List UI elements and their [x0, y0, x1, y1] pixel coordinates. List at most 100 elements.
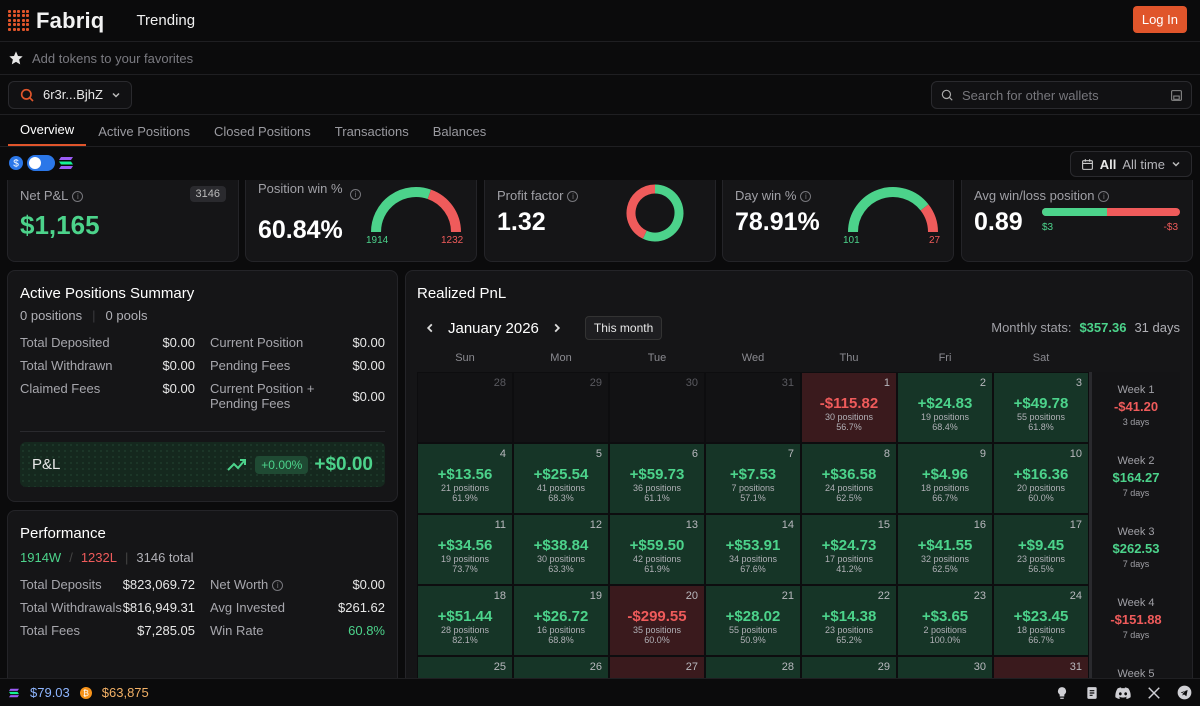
pending-fees-label: Pending Fees	[210, 358, 291, 373]
calendar-day[interactable]: 31	[705, 372, 801, 443]
day-winrate: 100.0%	[929, 635, 961, 645]
calendar-day[interactable]: 14 +$53.91 34 positions 67.6%	[705, 514, 801, 585]
calendar-day[interactable]: 20 -$299.55 35 positions 60.0%	[609, 585, 705, 656]
calendar-day[interactable]: 10 +$16.36 20 positions 60.0%	[993, 443, 1089, 514]
calendar-day[interactable]: 19 +$26.72 16 positions 68.8%	[513, 585, 609, 656]
total-deposits-label: Total Deposits	[20, 577, 102, 592]
save-icon[interactable]	[1170, 89, 1183, 102]
performance-card: Performance 1914W / 1232L | 3146 total T…	[7, 510, 398, 690]
tab-balances[interactable]: Balances	[432, 124, 487, 139]
perf-total: 3146 total	[136, 550, 194, 565]
day-winrate: 66.7%	[1028, 635, 1054, 645]
this-month-button[interactable]: This month	[584, 316, 663, 340]
calendar-day[interactable]: 3 +$49.78 55 positions 61.8%	[993, 372, 1089, 443]
calendar-day[interactable]: 18 +$51.44 28 positions 82.1%	[417, 585, 513, 656]
wallet-search-input[interactable]: Search for other wallets	[931, 81, 1192, 109]
calendar-day[interactable]: 30	[897, 656, 993, 678]
calendar-day[interactable]: 15 +$24.73 17 positions 41.2%	[801, 514, 897, 585]
day-number: 30	[973, 661, 986, 673]
calendar-day[interactable]: 17 +$9.45 23 positions 56.5%	[993, 514, 1089, 585]
next-month-icon[interactable]	[551, 322, 563, 334]
calendar-day[interactable]: 9 +$4.96 18 positions 66.7%	[897, 443, 993, 514]
poswin-label: Position win %	[258, 181, 343, 196]
x-twitter-icon[interactable]	[1147, 686, 1161, 700]
login-button[interactable]: Log In	[1132, 6, 1187, 33]
info-icon[interactable]: i	[272, 580, 284, 592]
discord-icon[interactable]	[1115, 686, 1131, 700]
time-range-select[interactable]: All All time	[1069, 151, 1192, 177]
daywin-label: Day win %	[735, 188, 797, 203]
day-pnl: +$4.96	[921, 466, 969, 483]
calendar-day[interactable]: 25	[417, 656, 513, 678]
calendar-day[interactable]: 13 +$59.50 42 positions 61.9%	[609, 514, 705, 585]
day-number: 29	[877, 661, 890, 673]
donut-loss-arc	[626, 184, 656, 239]
calendar-day[interactable]: 16 +$41.55 32 positions 62.5%	[897, 514, 993, 585]
calendar-day[interactable]: 24 +$23.45 18 positions 66.7%	[993, 585, 1089, 656]
day-number: 22	[877, 590, 890, 602]
currency-toggle[interactable]	[27, 155, 55, 171]
day-pnl: +$59.50	[629, 537, 685, 554]
info-icon[interactable]: i	[72, 191, 84, 203]
calendar-day[interactable]: 12 +$38.84 30 positions 63.3%	[513, 514, 609, 585]
day-positions: 18 positions	[1016, 625, 1066, 635]
tab-active-positions[interactable]: Active Positions	[98, 124, 190, 139]
calendar-day[interactable]: 29	[801, 656, 897, 678]
calendar-day[interactable]: 21 +$28.02 55 positions 50.9%	[705, 585, 801, 656]
week-pnl: $164.27	[1112, 470, 1160, 485]
gauge-win-arc	[848, 187, 929, 233]
calendar-day[interactable]: 29	[513, 372, 609, 443]
poswin-gauge	[371, 187, 461, 233]
calendar-day[interactable]: 6 +$59.73 36 positions 61.1%	[609, 443, 705, 514]
logo[interactable]: Fabriq	[8, 8, 104, 34]
summary-positions: 0 positions	[20, 308, 83, 323]
info-icon[interactable]: i	[1098, 191, 1110, 203]
wallet-selector[interactable]: 6r3r...BjhZ	[8, 80, 132, 109]
day-pnl: +$28.02	[725, 608, 781, 625]
day-pnl: +$34.56	[437, 537, 493, 554]
day-number: 30	[685, 377, 698, 389]
day-positions: 55 positions	[1016, 412, 1066, 422]
calendar-day[interactable]: 26	[513, 656, 609, 678]
tab-overview[interactable]: Overview	[8, 122, 87, 146]
week-label: Week 3	[1117, 526, 1155, 538]
calendar-day[interactable]: 28	[705, 656, 801, 678]
calendar-day[interactable]: 7 +$7.53 7 positions 57.1%	[705, 443, 801, 514]
avgwl-label: Avg win/loss position	[974, 188, 1095, 203]
calendar-day[interactable]: 4 +$13.56 21 positions 61.9%	[417, 443, 513, 514]
calendar-day[interactable]: 22 +$14.38 23 positions 65.2%	[801, 585, 897, 656]
monthly-stats-label: Monthly stats:	[991, 320, 1072, 335]
lightbulb-icon[interactable]	[1055, 686, 1069, 700]
tab-closed-positions[interactable]: Closed Positions	[213, 124, 311, 139]
prev-month-icon[interactable]	[424, 322, 436, 334]
calendar-day[interactable]: 1 -$115.82 30 positions 56.7%	[801, 372, 897, 443]
favorites-bar[interactable]: Add tokens to your favorites	[0, 42, 1200, 75]
calendar-day[interactable]: 8 +$36.58 24 positions 62.5%	[801, 443, 897, 514]
calendar-day[interactable]: 31	[993, 656, 1089, 678]
week-days: 7 days	[1122, 559, 1150, 569]
calendar-day[interactable]: 2 +$24.83 19 positions 68.4%	[897, 372, 993, 443]
info-icon[interactable]: i	[567, 191, 579, 203]
day-positions: 35 positions	[632, 625, 682, 635]
calendar-day[interactable]: 5 +$25.54 41 positions 68.3%	[513, 443, 609, 514]
calendar-day[interactable]: 11 +$34.56 19 positions 73.7%	[417, 514, 513, 585]
total-deposited-label: Total Deposited	[20, 335, 110, 350]
telegram-icon[interactable]	[1177, 685, 1192, 700]
info-icon[interactable]: i	[350, 189, 361, 200]
info-icon[interactable]: i	[800, 191, 812, 203]
day-winrate: 61.9%	[452, 493, 478, 503]
profit-value: 1.32	[497, 208, 546, 236]
day-positions: 30 positions	[824, 412, 874, 422]
day-number: 14	[781, 519, 794, 531]
calendar-day[interactable]: 28	[417, 372, 513, 443]
day-number: 28	[493, 377, 506, 389]
week-summary: Week 3 $262.53 7 days	[1089, 514, 1180, 585]
day-number: 11	[494, 519, 506, 531]
calendar-day[interactable]: 30	[609, 372, 705, 443]
daywin-loss-count: 27	[929, 235, 941, 246]
calendar-day[interactable]: 23 +$3.65 2 positions 100.0%	[897, 585, 993, 656]
nav-trending[interactable]: Trending	[136, 12, 196, 29]
tab-transactions[interactable]: Transactions	[334, 124, 409, 139]
docs-icon[interactable]	[1085, 686, 1099, 700]
calendar-day[interactable]: 27	[609, 656, 705, 678]
